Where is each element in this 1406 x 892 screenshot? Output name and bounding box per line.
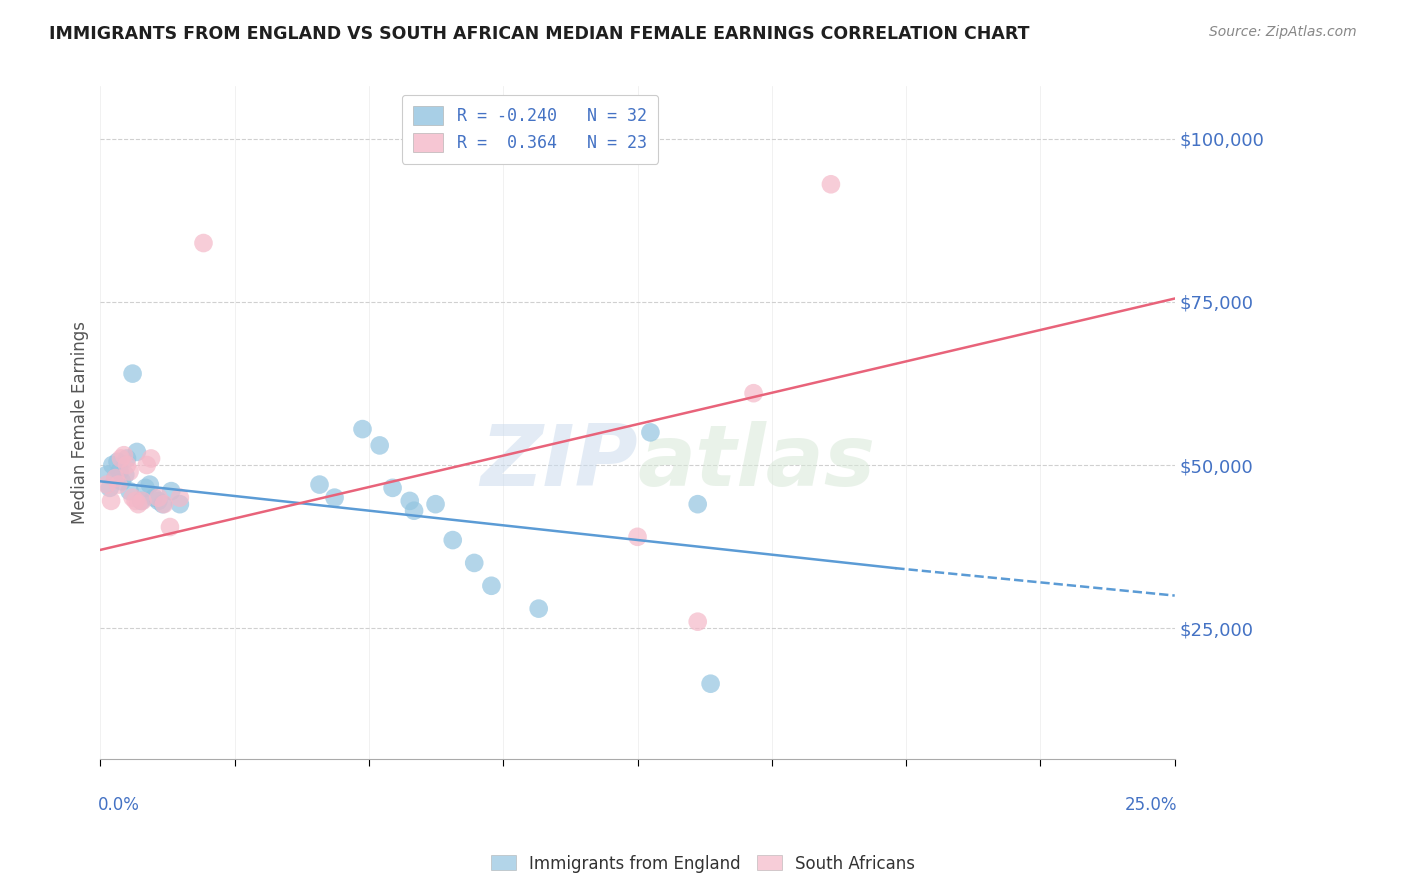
Text: 0.0%: 0.0% bbox=[98, 796, 141, 814]
Point bbox=[398, 494, 420, 508]
Point bbox=[139, 451, 162, 466]
Point bbox=[463, 556, 485, 570]
Legend: Immigrants from England, South Africans: Immigrants from England, South Africans bbox=[484, 848, 922, 880]
Point bbox=[96, 477, 118, 491]
Point bbox=[98, 481, 121, 495]
Text: IMMIGRANTS FROM ENGLAND VS SOUTH AFRICAN MEDIAN FEMALE EARNINGS CORRELATION CHAR: IMMIGRANTS FROM ENGLAND VS SOUTH AFRICAN… bbox=[49, 25, 1029, 43]
Point bbox=[96, 467, 118, 482]
Point bbox=[686, 615, 709, 629]
Point bbox=[121, 367, 143, 381]
Point bbox=[118, 484, 141, 499]
Point bbox=[124, 494, 146, 508]
Legend: R = -0.240   N = 32, R =  0.364   N = 23: R = -0.240 N = 32, R = 0.364 N = 23 bbox=[402, 95, 658, 164]
Point bbox=[820, 178, 842, 192]
Point bbox=[129, 494, 152, 508]
Point bbox=[125, 445, 148, 459]
Point bbox=[152, 497, 174, 511]
Point bbox=[118, 465, 141, 479]
Point bbox=[100, 494, 122, 508]
Point bbox=[381, 481, 404, 495]
Point bbox=[481, 579, 503, 593]
Point bbox=[323, 491, 346, 505]
Point bbox=[107, 477, 129, 491]
Point bbox=[104, 471, 127, 485]
Point bbox=[112, 448, 135, 462]
Point bbox=[169, 491, 191, 505]
Point bbox=[160, 484, 183, 499]
Point bbox=[107, 455, 129, 469]
Point bbox=[699, 676, 721, 690]
Point bbox=[115, 458, 138, 472]
Point bbox=[121, 491, 143, 505]
Point bbox=[101, 458, 124, 472]
Text: Source: ZipAtlas.com: Source: ZipAtlas.com bbox=[1209, 25, 1357, 39]
Point bbox=[441, 533, 464, 547]
Point bbox=[134, 481, 156, 495]
Text: 25.0%: 25.0% bbox=[1125, 796, 1177, 814]
Point bbox=[686, 497, 709, 511]
Point bbox=[640, 425, 662, 440]
Point bbox=[148, 491, 170, 505]
Point bbox=[104, 471, 127, 485]
Point bbox=[111, 475, 134, 489]
Point bbox=[135, 458, 157, 472]
Point bbox=[308, 477, 330, 491]
Point bbox=[404, 504, 426, 518]
Point bbox=[110, 451, 132, 466]
Point bbox=[148, 494, 170, 508]
Point bbox=[115, 451, 138, 466]
Point bbox=[193, 235, 215, 250]
Point bbox=[626, 530, 648, 544]
Y-axis label: Median Female Earnings: Median Female Earnings bbox=[72, 321, 89, 524]
Point bbox=[169, 497, 191, 511]
Point bbox=[108, 465, 131, 479]
Point bbox=[143, 491, 166, 505]
Text: atlas: atlas bbox=[637, 421, 876, 504]
Point bbox=[139, 477, 162, 491]
Point bbox=[527, 601, 550, 615]
Text: ZIP: ZIP bbox=[479, 421, 637, 504]
Point bbox=[114, 467, 136, 482]
Point bbox=[352, 422, 374, 436]
Point bbox=[742, 386, 765, 401]
Point bbox=[127, 497, 149, 511]
Point bbox=[425, 497, 447, 511]
Point bbox=[368, 438, 391, 452]
Point bbox=[159, 520, 181, 534]
Point bbox=[153, 497, 176, 511]
Point bbox=[131, 494, 153, 508]
